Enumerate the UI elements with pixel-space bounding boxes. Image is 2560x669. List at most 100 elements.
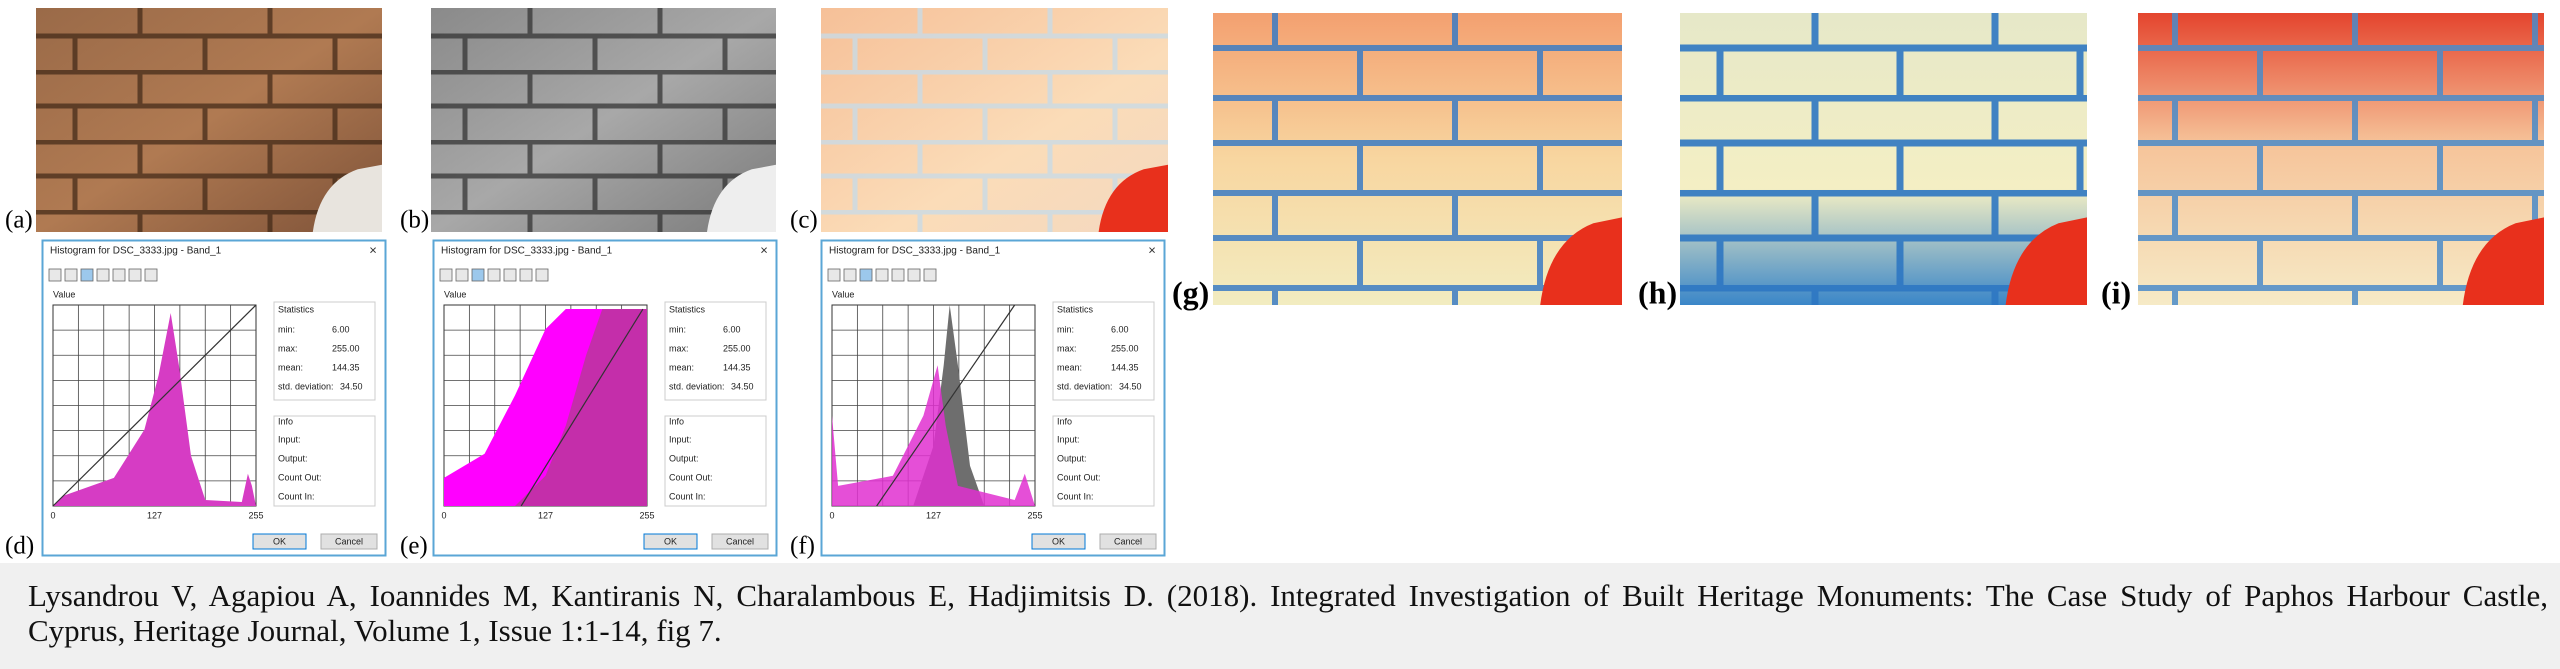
stats-value: 34.50 bbox=[731, 381, 754, 391]
stats-heading: Statistics bbox=[278, 304, 315, 314]
toolbar-icon bbox=[144, 268, 158, 282]
plot-label: Value bbox=[53, 289, 75, 299]
histogram-shape bbox=[832, 365, 1035, 506]
panel-label: (b) bbox=[400, 207, 429, 234]
photo-texture bbox=[36, 8, 382, 232]
stats-key: mean: bbox=[669, 362, 694, 372]
photo-texture bbox=[431, 8, 776, 232]
info-heading: Info bbox=[278, 416, 293, 426]
info-key: Input: bbox=[278, 434, 301, 444]
stretch-line bbox=[876, 304, 1016, 507]
close-icon: × bbox=[369, 242, 377, 257]
close-icon: × bbox=[1148, 242, 1156, 257]
stats-key: max: bbox=[1057, 343, 1077, 353]
histogram-shape bbox=[53, 313, 256, 506]
stats-key: max: bbox=[278, 343, 298, 353]
button-label: Cancel bbox=[726, 536, 754, 546]
stats-value: 34.50 bbox=[1119, 381, 1142, 391]
stats-value: 255.00 bbox=[723, 343, 751, 353]
info-key: Count In: bbox=[669, 491, 706, 501]
stats-value: 255.00 bbox=[1111, 343, 1139, 353]
caption-line: Lysandrou V, Agapiou A, Ioannides M, Kan… bbox=[28, 578, 2548, 613]
button-label: OK bbox=[273, 536, 286, 546]
stats-value: 144.35 bbox=[332, 362, 360, 372]
dialog-button bbox=[1099, 533, 1157, 550]
panel-label: (c) bbox=[790, 207, 818, 234]
info-key: Count In: bbox=[278, 491, 315, 501]
dialog-title: Histogram for DSC_3333.jpg - Band_1 bbox=[50, 246, 222, 257]
panel-label: (a) bbox=[5, 207, 33, 234]
axis-label: 255 bbox=[248, 510, 263, 520]
toolbar-icon bbox=[535, 268, 549, 282]
plot-label: Value bbox=[832, 289, 854, 299]
info-key: Count Out: bbox=[1057, 472, 1101, 482]
toolbar-icon bbox=[827, 268, 841, 282]
photo-texture bbox=[1213, 13, 1622, 305]
info-box bbox=[273, 415, 376, 507]
dialog-button bbox=[320, 533, 378, 550]
toolbar-icon bbox=[875, 268, 889, 282]
axis-label: 0 bbox=[50, 510, 55, 520]
toolbar-icon bbox=[64, 268, 78, 282]
info-heading: Info bbox=[669, 416, 684, 426]
plot-label: Value bbox=[444, 289, 466, 299]
toolbar-icon bbox=[859, 268, 873, 282]
button-label: Cancel bbox=[335, 536, 363, 546]
photo bbox=[1213, 13, 1622, 305]
info-box bbox=[664, 415, 767, 507]
info-box bbox=[1052, 415, 1155, 507]
dialog-title: Histogram for DSC_3333.jpg - Band_1 bbox=[829, 246, 1001, 257]
close-icon: × bbox=[760, 242, 768, 257]
dialog-button bbox=[711, 533, 769, 550]
toolbar-icon bbox=[891, 268, 905, 282]
axis-label: 255 bbox=[639, 510, 654, 520]
info-key: Count Out: bbox=[278, 472, 322, 482]
axis-label: 127 bbox=[926, 510, 941, 520]
axis-label: 127 bbox=[538, 510, 553, 520]
caption: Lysandrou V, Agapiou A, Ioannides M, Kan… bbox=[0, 563, 2560, 669]
stats-key: max: bbox=[669, 343, 689, 353]
info-key: Output: bbox=[278, 453, 308, 463]
button-label: Cancel bbox=[1114, 536, 1142, 546]
toolbar-icon bbox=[519, 268, 533, 282]
photo-rock bbox=[1540, 217, 1622, 305]
info-heading: Info bbox=[1057, 416, 1072, 426]
toolbar-icon bbox=[503, 268, 517, 282]
stats-heading: Statistics bbox=[1057, 304, 1094, 314]
toolbar-icon bbox=[96, 268, 110, 282]
photo bbox=[821, 8, 1168, 232]
histogram-dialog: Histogram for DSC_3333.jpg - Band_1 × Valu… bbox=[41, 239, 387, 557]
stats-key: std. deviation: bbox=[1057, 381, 1113, 391]
histogram-shape bbox=[515, 309, 647, 506]
toolbar-icon bbox=[907, 268, 921, 282]
stats-key: mean: bbox=[278, 362, 303, 372]
caption-line: Cyprus, Heritage Journal, Volume 1, Issu… bbox=[28, 613, 722, 648]
axis-label: 255 bbox=[1027, 510, 1042, 520]
info-key: Count In: bbox=[1057, 491, 1094, 501]
photo-rock bbox=[707, 164, 776, 232]
stats-key: min: bbox=[1057, 324, 1074, 334]
stats-key: min: bbox=[669, 324, 686, 334]
axis-label: 127 bbox=[147, 510, 162, 520]
axis-label: 0 bbox=[829, 510, 834, 520]
info-key: Input: bbox=[1057, 434, 1080, 444]
info-key: Output: bbox=[1057, 453, 1087, 463]
stats-key: std. deviation: bbox=[669, 381, 725, 391]
toolbar-icon bbox=[923, 268, 937, 282]
stats-box bbox=[664, 301, 767, 401]
figure: (a) (b) (c) (g) (h) (i) Histogram for DSC_3333… bbox=[5, 8, 2544, 560]
stats-key: min: bbox=[278, 324, 295, 334]
dialog-button bbox=[1031, 533, 1086, 550]
toolbar-icon bbox=[48, 268, 62, 282]
dialog-button bbox=[252, 533, 307, 550]
stats-box bbox=[273, 301, 376, 401]
toolbar-icon bbox=[439, 268, 453, 282]
stats-value: 6.00 bbox=[332, 324, 350, 334]
toolbar-icon bbox=[487, 268, 501, 282]
dialog-button bbox=[643, 533, 698, 550]
toolbar-icon bbox=[128, 268, 142, 282]
stats-value: 144.35 bbox=[723, 362, 751, 372]
histogram-dialog: Histogram for DSC_3333.jpg - Band_1 × Valu… bbox=[820, 239, 1166, 557]
panel-label: (g) bbox=[1172, 274, 1209, 310]
